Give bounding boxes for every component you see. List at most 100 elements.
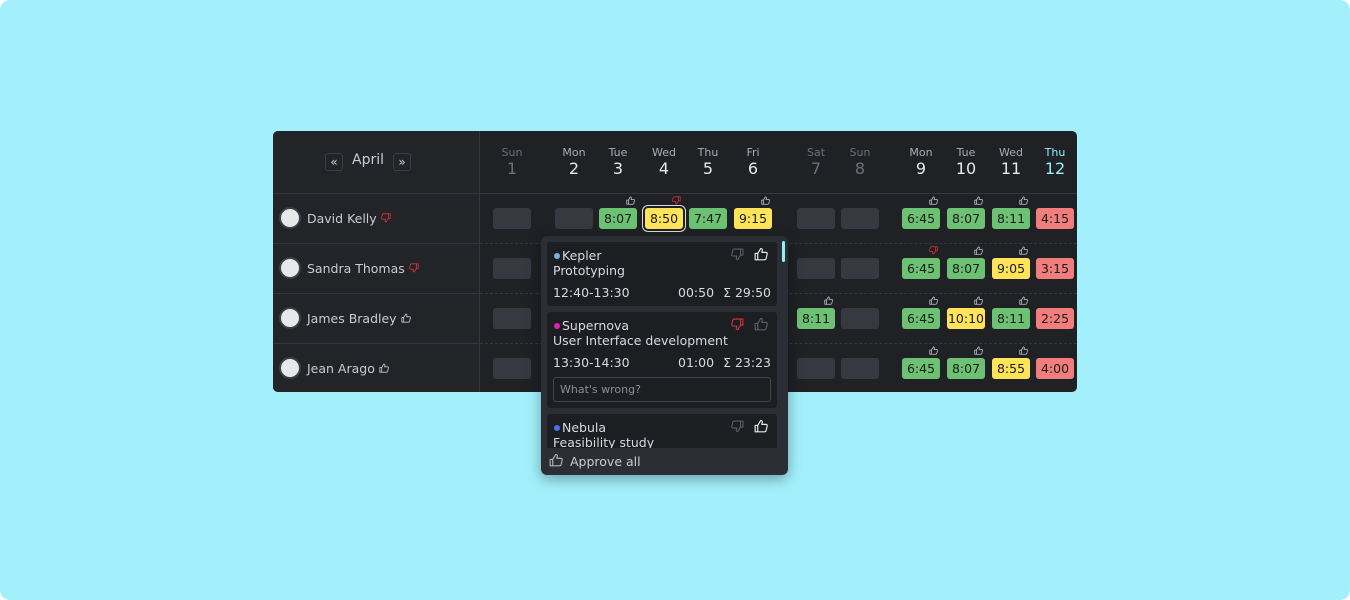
- time-chip[interactable]: 8:55: [992, 358, 1030, 379]
- person-approval-icon: [380, 212, 391, 222]
- thumb-shape: [380, 212, 391, 222]
- weekday-label: Fri: [746, 146, 760, 159]
- project-name: Supernova: [562, 318, 630, 333]
- cell-approval-icon: [929, 246, 938, 255]
- approve-button[interactable]: [754, 247, 768, 261]
- scrollbar: [782, 241, 785, 262]
- cell-approval-icon: [1019, 246, 1028, 255]
- empty-cell[interactable]: [841, 208, 879, 229]
- empty-cell[interactable]: [797, 258, 835, 279]
- date-label: 1: [506, 159, 518, 178]
- avatar: [279, 207, 301, 229]
- empty-cell[interactable]: [841, 308, 879, 329]
- date-label: 9: [915, 159, 927, 178]
- thumb-shape: [761, 196, 770, 205]
- empty-cell[interactable]: [555, 208, 593, 229]
- empty-cell[interactable]: [841, 358, 879, 379]
- row-divider: [273, 343, 480, 344]
- person-name: David Kelly: [307, 210, 377, 226]
- time-chip[interactable]: 6:45: [902, 208, 940, 229]
- time-chip[interactable]: 3:15: [1036, 258, 1074, 279]
- person-row: James Bradley: [307, 309, 412, 327]
- date-label: 6: [747, 159, 759, 178]
- time-chip[interactable]: 8:11: [992, 308, 1030, 329]
- time-chip[interactable]: 6:45: [902, 258, 940, 279]
- time-chip[interactable]: 4:00: [1036, 358, 1074, 379]
- person-approval-icon: [379, 363, 389, 373]
- time-chip[interactable]: 4:15: [1036, 208, 1074, 229]
- time-chip[interactable]: 2:25: [1036, 308, 1074, 329]
- empty-cell[interactable]: [493, 208, 531, 229]
- time-chip[interactable]: 9:05: [992, 258, 1030, 279]
- time-chip[interactable]: 8:50: [643, 206, 685, 231]
- empty-cell[interactable]: [841, 258, 879, 279]
- weekday-label: Thu: [1044, 146, 1066, 159]
- time-chip[interactable]: 8:07: [947, 258, 985, 279]
- avatar: [279, 357, 301, 379]
- next-month-button[interactable]: »: [393, 153, 411, 171]
- empty-cell[interactable]: [493, 308, 531, 329]
- time-chip[interactable]: 8:11: [992, 208, 1030, 229]
- project-name: Nebula: [562, 420, 607, 435]
- time-chip[interactable]: 8:07: [947, 358, 985, 379]
- time-range: 12:40-13:30: [553, 285, 630, 300]
- date-label: 7: [810, 159, 822, 178]
- avatar: [279, 307, 301, 329]
- time-chip[interactable]: 10:10: [947, 308, 985, 329]
- thumb-shape: [974, 196, 983, 205]
- header-divider: [273, 193, 1077, 194]
- thumb-shape: [754, 247, 768, 261]
- person-name: Jean Arago: [307, 360, 375, 376]
- date-label: 4: [658, 159, 670, 178]
- weekday-label: Wed: [652, 146, 676, 159]
- cell-approval-icon: [1019, 346, 1028, 355]
- thumb-shape: [1019, 246, 1028, 255]
- empty-cell[interactable]: [493, 358, 531, 379]
- thumb-shape: [929, 246, 938, 255]
- weekday-label: Tue: [608, 146, 628, 159]
- empty-cell[interactable]: [797, 208, 835, 229]
- person-name: Sandra Thomas: [307, 260, 405, 276]
- entry-card: Nebula Feasibility study: [547, 414, 777, 448]
- cell-approval-icon: [974, 246, 983, 255]
- time-chip[interactable]: 7:47: [689, 208, 727, 229]
- weekday-label: Tue: [956, 146, 976, 159]
- reject-button[interactable]: [731, 318, 744, 331]
- date-label: 5: [702, 159, 714, 178]
- approve-button[interactable]: [754, 419, 768, 433]
- cell-approval-icon: [974, 296, 983, 305]
- reject-button[interactable]: [731, 248, 744, 261]
- month-label: April: [352, 152, 384, 168]
- person-approval-icon: [408, 262, 419, 272]
- approve-all-button[interactable]: Approve all: [541, 448, 788, 475]
- time-chip[interactable]: 6:45: [902, 358, 940, 379]
- cell-approval-icon: [761, 196, 770, 205]
- cell-approval-icon: [974, 346, 983, 355]
- thumb-shape: [754, 419, 768, 433]
- row-divider: [273, 293, 480, 294]
- person-row: David Kelly: [307, 209, 392, 227]
- approve-all-label: Approve all: [570, 454, 641, 469]
- time-chip[interactable]: 8:07: [599, 208, 637, 229]
- total: Σ 29:50: [723, 285, 771, 300]
- approve-all-icon: [549, 453, 563, 467]
- comment-input[interactable]: What's wrong?: [553, 377, 771, 402]
- time-chip[interactable]: 8:11: [797, 308, 835, 329]
- weekday-label: Sat: [806, 146, 826, 159]
- empty-cell[interactable]: [493, 258, 531, 279]
- thumb-shape: [1019, 346, 1028, 355]
- time-chip[interactable]: 6:45: [902, 308, 940, 329]
- thumb-shape: [549, 453, 563, 467]
- empty-cell[interactable]: [797, 358, 835, 379]
- entry-list: Kepler Prototyping 12:40-13:30 00:50 Σ 29:50…: [547, 242, 777, 448]
- thumb-shape: [1019, 196, 1028, 205]
- prev-month-button[interactable]: «: [325, 153, 343, 171]
- popup: Kepler Prototyping 12:40-13:30 00:50 Σ 29:50…: [541, 236, 788, 475]
- thumb-shape: [929, 296, 938, 305]
- reject-button[interactable]: [731, 420, 744, 433]
- time-chip[interactable]: 8:07: [947, 208, 985, 229]
- thumb-shape: [754, 317, 768, 331]
- thumb-shape: [974, 296, 983, 305]
- approve-button[interactable]: [754, 317, 768, 331]
- time-chip[interactable]: 9:15: [734, 208, 772, 229]
